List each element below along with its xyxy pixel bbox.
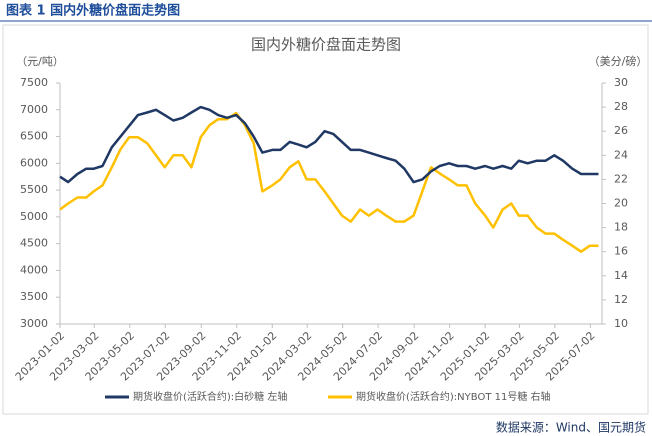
chart-frame bbox=[2, 24, 649, 415]
y2-tick-label: 24 bbox=[614, 148, 628, 161]
y2-axis-label: （美分/磅） bbox=[589, 54, 648, 68]
y-tick-label: 5500 bbox=[20, 183, 48, 196]
series-line bbox=[59, 105, 599, 184]
legend-label: 期货收盘价(活跃合约):NYBOT 11号糖 右轴 bbox=[356, 390, 551, 403]
y-tick-label: 4000 bbox=[20, 263, 48, 276]
source: 数据来源：Wind、国元期货 bbox=[496, 420, 646, 435]
chart-title: 国内外糖价盘面走势图 bbox=[251, 36, 401, 54]
y2-tick-label: 14 bbox=[614, 269, 628, 282]
y2-tick-label: 22 bbox=[614, 172, 628, 185]
y2-tick-label: 16 bbox=[614, 245, 628, 258]
legend-label: 期货收盘价(活跃合约):白砂糖 左轴 bbox=[133, 390, 287, 403]
y2-tick-label: 20 bbox=[614, 197, 628, 210]
series-line bbox=[59, 111, 599, 253]
y2-tick-label: 12 bbox=[614, 293, 628, 306]
y-tick-label: 7000 bbox=[20, 103, 48, 116]
y-tick-label: 7500 bbox=[20, 76, 48, 89]
y2-tick-label: 30 bbox=[614, 76, 628, 89]
y-tick-label: 6500 bbox=[20, 130, 48, 143]
y2-tick-label: 28 bbox=[614, 100, 628, 113]
y2-tick-label: 18 bbox=[614, 221, 628, 234]
y-tick-label: 4500 bbox=[20, 237, 48, 250]
y-tick-label: 5000 bbox=[20, 210, 48, 223]
y-axis-label: （元/吨） bbox=[16, 55, 64, 68]
y-tick-label: 3500 bbox=[20, 290, 48, 303]
header: 图表 1 国内外糖价盘面走势图 bbox=[6, 3, 180, 19]
y-tick-label: 6000 bbox=[20, 156, 48, 169]
y-tick-label: 3000 bbox=[20, 317, 48, 330]
y2-tick-label: 10 bbox=[614, 317, 628, 330]
y2-tick-label: 26 bbox=[614, 124, 628, 137]
